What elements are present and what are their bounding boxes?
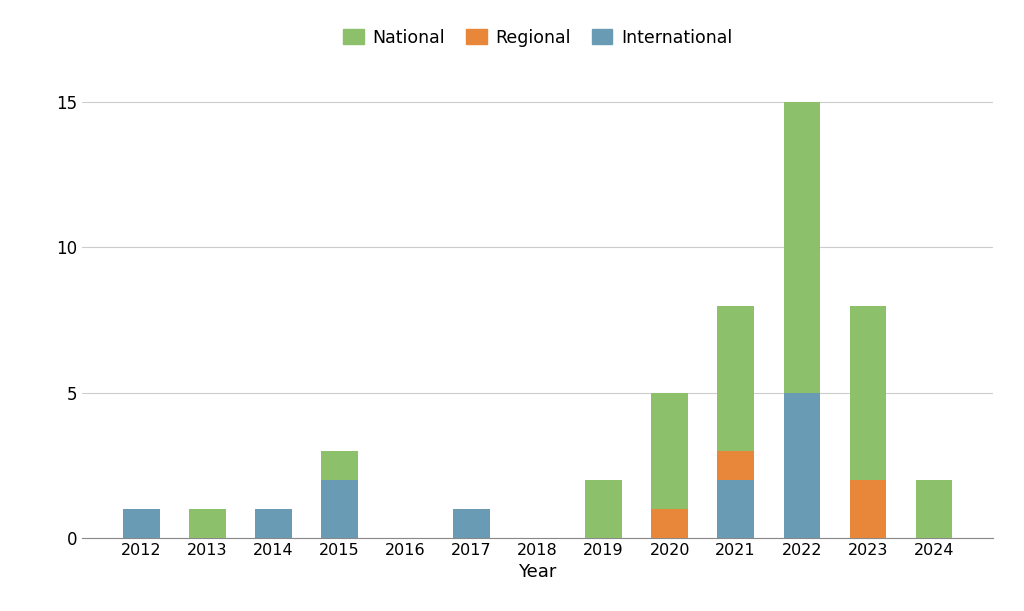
Bar <box>651 508 688 538</box>
Bar <box>783 103 820 393</box>
Bar <box>783 393 820 538</box>
Bar <box>718 480 754 538</box>
Bar <box>255 508 292 538</box>
Bar <box>586 480 622 538</box>
Bar <box>915 480 952 538</box>
Bar <box>718 306 754 451</box>
Bar <box>322 451 357 480</box>
Bar <box>454 508 489 538</box>
Bar <box>850 306 886 480</box>
Bar <box>651 393 688 508</box>
Bar <box>322 480 357 538</box>
Bar <box>189 508 225 538</box>
Bar <box>850 480 886 538</box>
Legend: National, Regional, International: National, Regional, International <box>336 21 739 54</box>
Bar <box>718 451 754 480</box>
Bar <box>123 508 160 538</box>
X-axis label: Year: Year <box>518 563 557 581</box>
